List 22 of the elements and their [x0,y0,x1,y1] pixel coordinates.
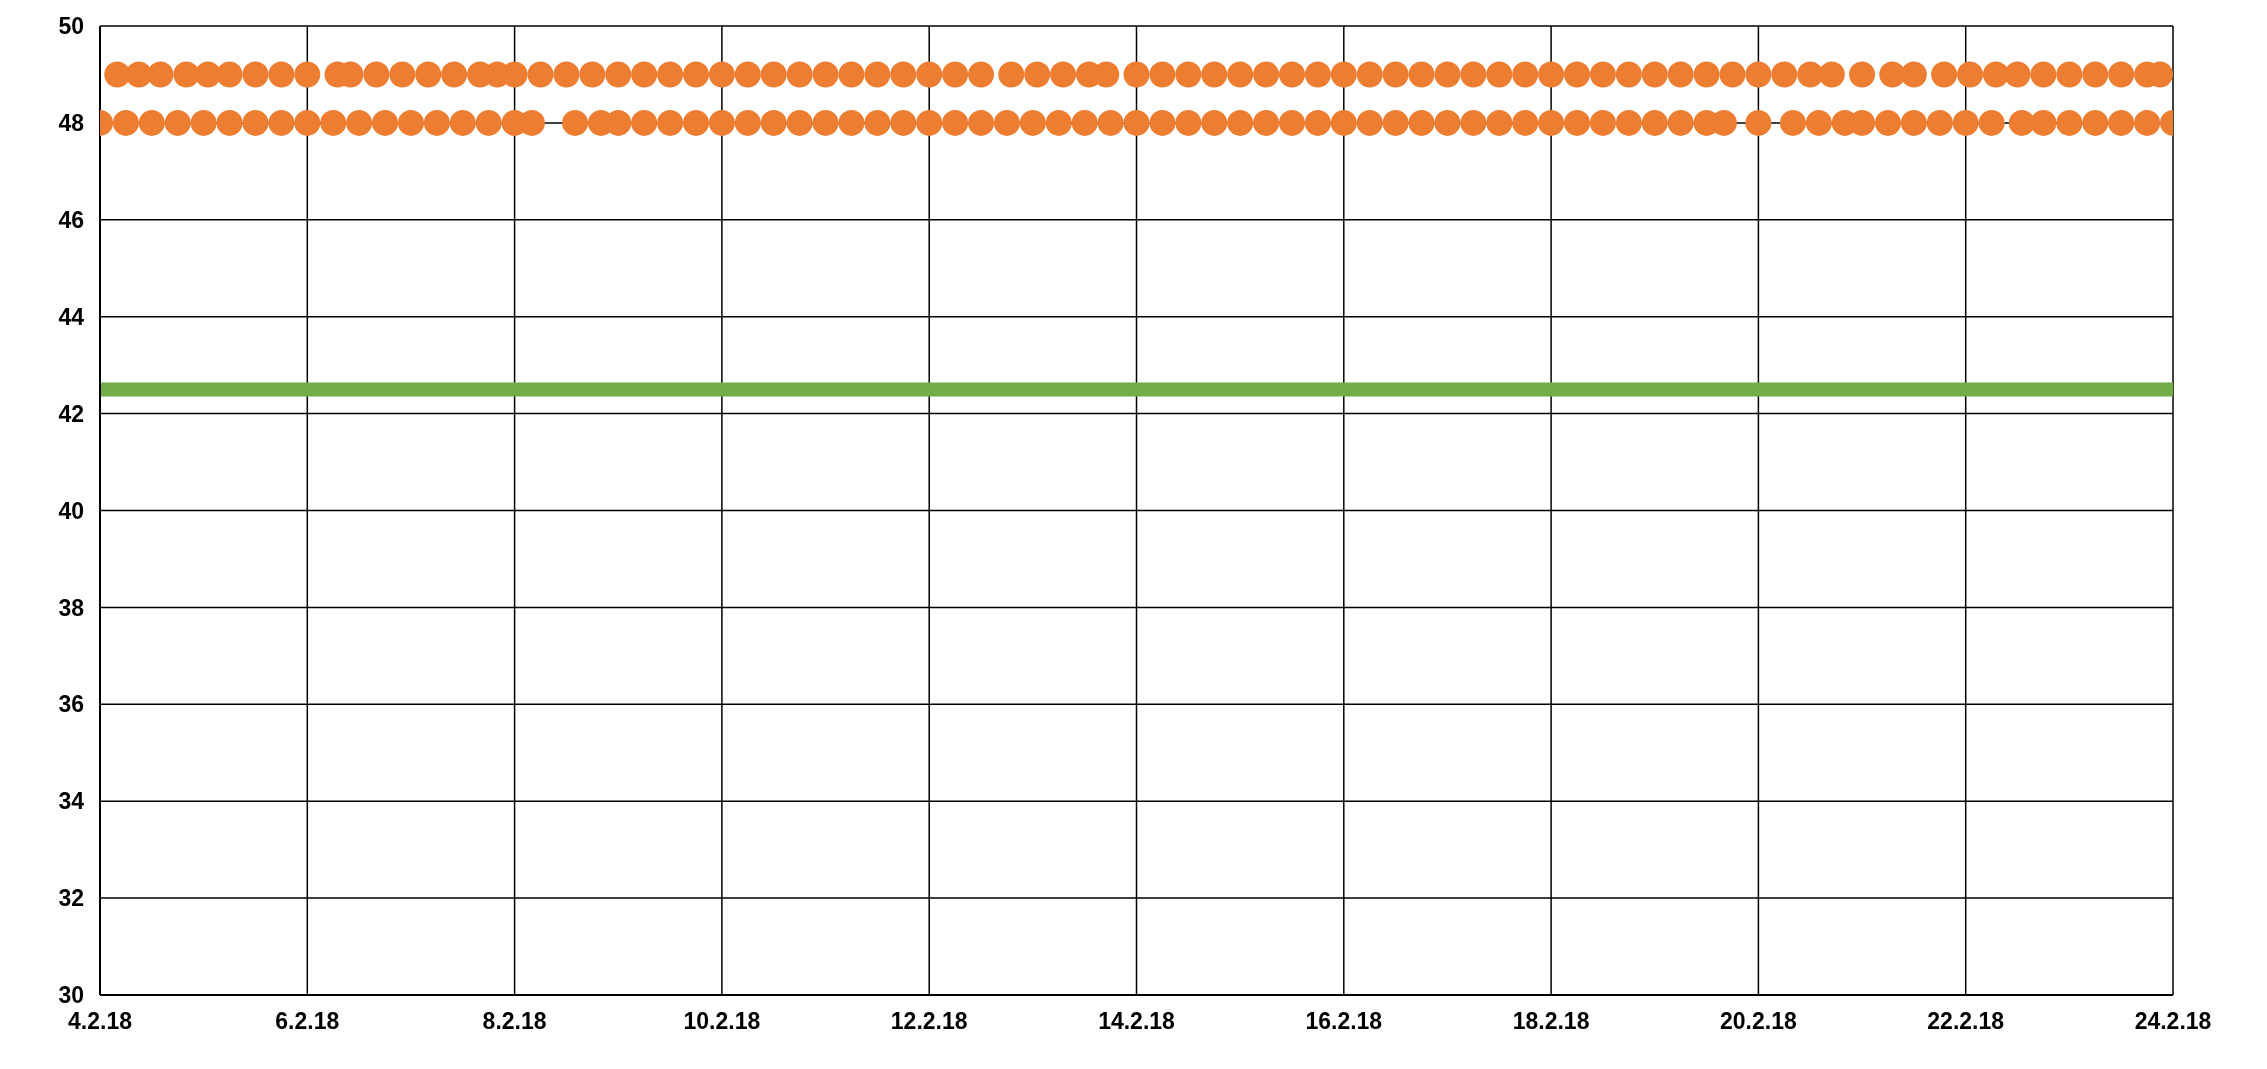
y-tick-label: 40 [58,497,84,524]
x-tick-label: 24.2.18 [2134,1008,2212,1035]
x-tick-label: 8.2.18 [482,1008,547,1035]
y-tick-label: 42 [58,400,84,427]
x-tick-label: 16.2.18 [1305,1008,1383,1035]
y-tick-label: 38 [58,594,85,621]
y-tick-label: 34 [58,788,85,815]
x-tick-label: 14.2.18 [1098,1008,1176,1035]
y-tick-label: 36 [58,691,84,718]
x-tick-label: 20.2.18 [1720,1008,1797,1035]
x-tick-label: 12.2.18 [890,1008,968,1035]
x-tick-label: 6.2.18 [275,1008,340,1035]
y-tick-label: 50 [58,13,84,40]
x-tick-label: 22.2.18 [1927,1008,2005,1035]
x-tick-label: 10.2.18 [683,1008,761,1035]
y-tick-label: 30 [58,982,84,1009]
y-tick-label: 48 [58,110,85,137]
x-tick-label: 4.2.18 [68,1008,133,1035]
x-tick-label: 18.2.18 [1512,1008,1590,1035]
y-tick-label: 46 [58,206,84,233]
y-tick-label: 44 [58,303,85,330]
y-tick-label: 32 [58,885,84,912]
